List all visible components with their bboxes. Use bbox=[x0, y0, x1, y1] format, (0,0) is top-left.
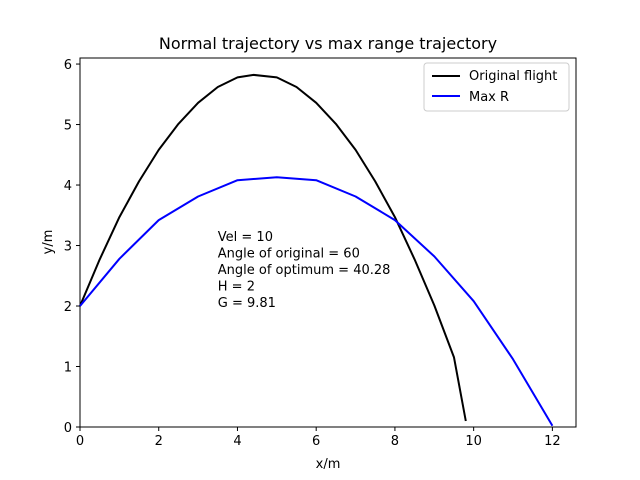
y-tick-label: 5 bbox=[64, 119, 72, 134]
annotation-line: Angle of original = 60 bbox=[218, 247, 360, 262]
x-tick-label: 12 bbox=[544, 434, 561, 449]
chart-title: Normal trajectory vs max range trajector… bbox=[159, 34, 497, 53]
x-tick-label: 4 bbox=[233, 434, 241, 449]
y-tick-label: 6 bbox=[64, 58, 72, 73]
legend-label-original: Original flight bbox=[469, 69, 557, 84]
series-lines bbox=[79, 73, 554, 427]
x-tick-label: 2 bbox=[155, 434, 163, 449]
y-tick-label: 1 bbox=[64, 361, 72, 376]
plot-frame bbox=[79, 57, 577, 428]
y-axis-ticks: 0 1 2 3 4 5 6 bbox=[64, 58, 80, 436]
plot-area bbox=[79, 57, 577, 428]
annotation-line: G = 9.81 bbox=[218, 296, 276, 311]
x-tick-label: 0 bbox=[76, 434, 84, 449]
y-tick-label: 2 bbox=[64, 300, 72, 315]
series-line-original-flight bbox=[79, 73, 467, 422]
x-tick-label: 8 bbox=[391, 434, 399, 449]
y-tick-label: 0 bbox=[64, 421, 72, 436]
x-tick-label: 10 bbox=[465, 434, 482, 449]
y-axis-label: y/m bbox=[41, 230, 56, 255]
legend-label-max-r: Max R bbox=[469, 90, 509, 105]
x-tick-label: 6 bbox=[312, 434, 320, 449]
y-tick-label: 4 bbox=[64, 179, 72, 194]
x-axis-label: x/m bbox=[316, 457, 341, 472]
annotation-line: Vel = 10 bbox=[218, 230, 273, 245]
y-tick-label: 3 bbox=[64, 240, 72, 255]
annotation-line: Angle of optimum = 40.28 bbox=[218, 263, 391, 278]
series-line-max-r bbox=[79, 176, 554, 427]
annotation-line: H = 2 bbox=[218, 280, 255, 295]
legend-box bbox=[423, 62, 570, 112]
legend: Original flight Max R bbox=[423, 62, 570, 112]
x-axis-ticks: 0 2 4 6 8 10 12 bbox=[76, 427, 561, 449]
